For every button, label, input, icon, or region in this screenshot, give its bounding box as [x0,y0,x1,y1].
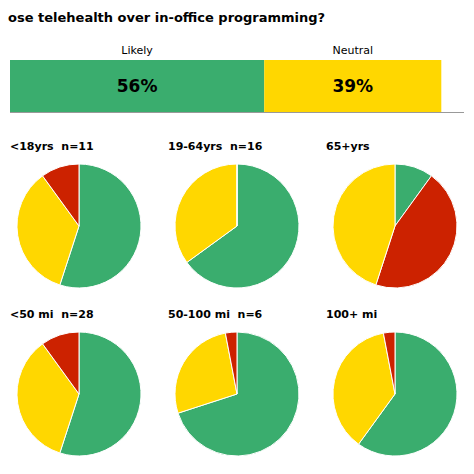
series-label: Likely [121,44,153,57]
pie [17,332,141,456]
pie-title: <18yrs n=11 [10,140,94,153]
bar-segment [10,60,264,112]
chart-root: ose telehealth over in-office programmin… [0,0,474,474]
pie-slice [383,332,395,394]
pie-title: <50 mi n=28 [10,308,94,321]
pie-title: 19-64yrs n=16 [168,140,263,153]
pie-slice [175,164,237,262]
series-label: Neutral [332,44,373,57]
pie-title: 100+ mi [326,308,377,321]
pie-slice [43,332,79,394]
pie [175,164,299,288]
x-axis-line [10,112,464,113]
title: ose telehealth over in-office programmin… [8,10,325,25]
bar-segment [264,60,441,112]
bars [10,60,441,112]
pie-slice [43,164,79,226]
data-label: 39% [332,76,373,96]
pie-title: 65+yrs [326,140,370,153]
pie [175,332,299,456]
pie-title: 50-100 mi n=6 [168,308,263,321]
pie [17,164,141,288]
bar-labels: Likely 56% Neutral 39% [117,44,373,96]
pie [333,164,457,288]
pie-slice [225,332,237,394]
pie-slice [333,164,395,285]
pie [333,332,457,456]
pie-slice [237,164,238,226]
pie-slice [333,333,395,444]
data-label: 56% [117,76,158,96]
